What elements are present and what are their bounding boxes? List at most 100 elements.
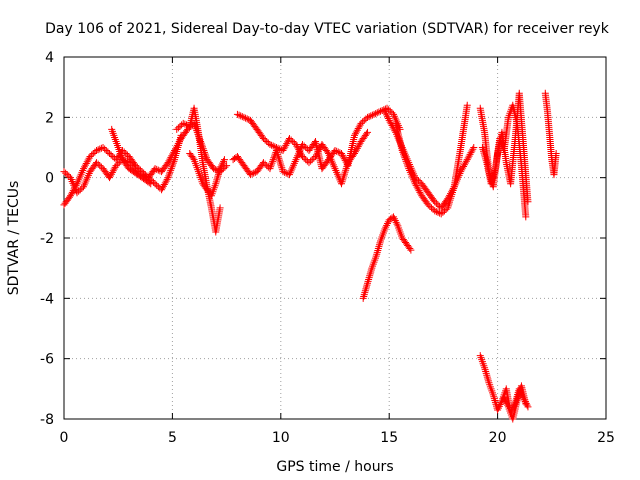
data-point-interp bbox=[167, 166, 175, 174]
data-point bbox=[93, 147, 101, 155]
y-tick-label: -4 bbox=[40, 291, 54, 307]
data-point bbox=[305, 159, 313, 167]
data-point bbox=[424, 201, 432, 209]
data-point-interp bbox=[101, 145, 109, 153]
data-point bbox=[370, 110, 378, 118]
y-tick-label: 0 bbox=[45, 171, 54, 187]
data-point-interp bbox=[482, 367, 490, 375]
data-point bbox=[210, 165, 218, 173]
data-point-interp bbox=[361, 289, 369, 297]
data-point-interp bbox=[365, 274, 373, 282]
data-point-interp bbox=[167, 165, 175, 173]
data-point-interp bbox=[97, 144, 105, 152]
data-point bbox=[279, 168, 287, 176]
data-point-interp bbox=[406, 245, 414, 253]
data-point bbox=[266, 140, 274, 148]
data-point-interp bbox=[341, 168, 349, 176]
data-point-interp bbox=[213, 176, 221, 184]
data-point-interp bbox=[414, 177, 422, 185]
data-point-interp bbox=[401, 156, 409, 164]
data-point-interp bbox=[217, 163, 225, 171]
data-point-interp bbox=[359, 118, 367, 126]
data-point-interp bbox=[364, 277, 372, 285]
data-point-interp bbox=[176, 122, 184, 130]
data-point bbox=[173, 125, 181, 133]
data-point-interp bbox=[469, 145, 477, 153]
data-point-interp bbox=[383, 113, 391, 121]
data-point-interp bbox=[268, 141, 276, 149]
data-point-interp bbox=[133, 163, 141, 171]
data-point bbox=[463, 101, 471, 109]
data-point-interp bbox=[360, 291, 368, 299]
data-point bbox=[298, 140, 306, 148]
data-point-interp bbox=[367, 268, 375, 276]
data-point-interp bbox=[366, 272, 374, 280]
data-point-interp bbox=[491, 397, 499, 405]
data-point-interp bbox=[308, 156, 316, 164]
data-point-interp bbox=[439, 208, 447, 216]
data-point-interp bbox=[182, 121, 190, 129]
data-point-interp bbox=[400, 150, 408, 158]
data-point-interp bbox=[120, 148, 128, 156]
data-point-interp bbox=[432, 208, 440, 216]
data-point-interp bbox=[383, 111, 391, 119]
data-point-interp bbox=[250, 169, 258, 177]
data-point-interp bbox=[362, 130, 370, 138]
data-point-interp bbox=[440, 207, 448, 215]
data-point bbox=[179, 119, 187, 127]
data-point bbox=[522, 213, 530, 221]
data-point-interp bbox=[366, 270, 374, 278]
data-point-interp bbox=[374, 246, 382, 254]
series-track8 bbox=[359, 213, 415, 302]
data-point-interp bbox=[375, 243, 383, 251]
data-point bbox=[381, 107, 389, 115]
series-track12 bbox=[478, 101, 530, 221]
data-point bbox=[298, 153, 306, 161]
data-point bbox=[494, 406, 502, 414]
data-point-interp bbox=[372, 110, 380, 118]
data-point bbox=[138, 168, 146, 176]
data-point-interp bbox=[219, 159, 227, 167]
data-point bbox=[364, 128, 372, 136]
data-point-interp bbox=[300, 142, 308, 150]
data-point-interp bbox=[274, 144, 282, 152]
data-point-interp bbox=[237, 112, 245, 120]
data-point-interp bbox=[242, 114, 250, 122]
data-point-interp bbox=[401, 154, 409, 162]
data-point-interp bbox=[63, 171, 71, 179]
data-point-interp bbox=[360, 292, 368, 300]
data-point bbox=[223, 162, 231, 170]
data-point-interp bbox=[202, 152, 210, 160]
data-point bbox=[266, 165, 274, 173]
data-point-interp bbox=[202, 154, 210, 162]
data-point bbox=[359, 294, 367, 302]
data-point-interp bbox=[432, 199, 440, 207]
data-point-interp bbox=[238, 113, 246, 121]
data-point bbox=[177, 131, 185, 139]
data-point-interp bbox=[94, 146, 102, 154]
data-point-interp bbox=[189, 154, 197, 162]
y-tick-label: 2 bbox=[45, 110, 54, 126]
data-point bbox=[364, 113, 372, 121]
data-point-interp bbox=[269, 142, 277, 150]
data-point-interp bbox=[365, 275, 373, 283]
data-point-interp bbox=[368, 111, 376, 119]
data-point-interp bbox=[384, 115, 392, 123]
data-point bbox=[60, 168, 68, 176]
data-point-interp bbox=[76, 186, 84, 194]
data-point-interp bbox=[277, 160, 285, 168]
data-point bbox=[357, 119, 365, 127]
data-point-interp bbox=[218, 161, 226, 169]
data-point-interp bbox=[403, 161, 411, 169]
data-point-interp bbox=[287, 136, 295, 144]
y-tick-label: -8 bbox=[40, 412, 54, 428]
data-point-interp bbox=[483, 371, 491, 379]
data-point-interp bbox=[263, 162, 271, 170]
series-track6 bbox=[229, 104, 404, 179]
x-tick-label: 15 bbox=[380, 430, 398, 446]
data-point bbox=[500, 394, 508, 402]
data-point-interp bbox=[391, 217, 399, 225]
series-track3 bbox=[108, 125, 155, 188]
data-point bbox=[216, 165, 224, 173]
